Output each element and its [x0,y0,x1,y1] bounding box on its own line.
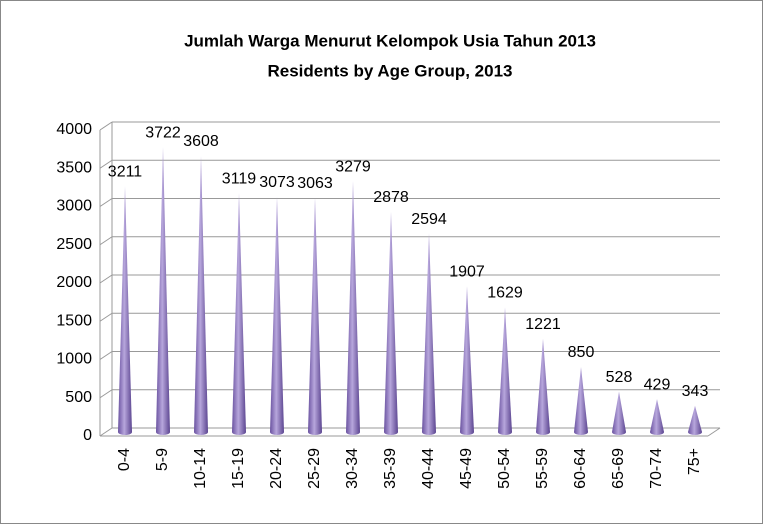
grid-line [99,274,113,284]
x-tick-label: 75+ [686,448,703,475]
value-label: 3063 [297,175,333,192]
cone [612,391,626,435]
grid-line [99,121,113,131]
value-label: 3279 [335,158,371,175]
value-label: 3608 [183,133,219,150]
x-tick-label: 35-39 [382,448,399,489]
x-tick-label: 50-54 [496,448,513,489]
cone [118,186,132,435]
x-tick-label: 0-4 [116,448,133,471]
grid-line [99,312,113,322]
x-tick-label: 25-29 [306,448,323,489]
value-label: 2878 [373,189,409,206]
x-tick-label: 55-59 [534,448,551,489]
cone [688,405,702,435]
chart-title: Jumlah Warga Menurut Kelompok Usia Tahun… [184,31,596,50]
x-tick-label: 20-24 [268,448,285,489]
x-tick-label: 70-74 [648,448,665,489]
x-tick-label: 15-19 [230,448,247,489]
cone [308,197,322,435]
y-tick-label: 2500 [56,236,92,253]
value-label: 3073 [259,174,295,191]
value-label: 343 [682,383,709,400]
cone [650,399,664,435]
cone [422,233,436,435]
y-tick-label: 3000 [56,198,92,215]
value-label: 2594 [411,211,447,228]
cone [194,155,208,435]
value-label: 1907 [449,263,485,280]
y-tick-label: 0 [83,427,92,444]
value-label: 850 [568,344,595,361]
grid-line [99,198,113,207]
x-tick-label: 5-9 [154,448,171,471]
x-tick-label: 60-64 [572,448,589,489]
grid-line [99,236,113,246]
x-tick-label: 40-44 [420,448,437,489]
value-label: 3119 [222,171,257,188]
y-tick-label: 4000 [56,121,92,138]
cone [384,211,398,435]
value-label: 1629 [487,285,523,302]
value-label: 1221 [525,316,561,333]
cone [498,307,512,435]
y-tick-label: 1000 [56,351,92,368]
value-label: 429 [644,376,671,393]
cone [574,366,588,435]
value-label: 3211 [108,164,143,181]
grid-line [99,427,113,437]
cone [346,181,360,435]
cone [270,196,284,435]
y-tick-label: 500 [65,389,92,406]
x-tick-label: 30-34 [344,448,361,489]
cone [156,147,170,435]
value-label: 3722 [145,124,181,141]
value-label: 528 [606,369,633,386]
x-tick-label: 65-69 [610,448,627,489]
y-tick-label: 2000 [56,274,92,291]
y-tick-label: 3500 [56,159,92,176]
cone [536,338,550,435]
grid-line [99,351,113,360]
grid-line [99,389,113,399]
y-tick-label: 1500 [56,312,92,329]
x-tick-label: 45-49 [458,448,475,489]
chart-subtitle: Residents by Age Group, 2013 [268,61,513,80]
x-tick-label: 10-14 [192,448,209,489]
cone [460,286,474,435]
cone [232,193,246,435]
floor-line [707,427,721,437]
grid-line [99,159,113,169]
